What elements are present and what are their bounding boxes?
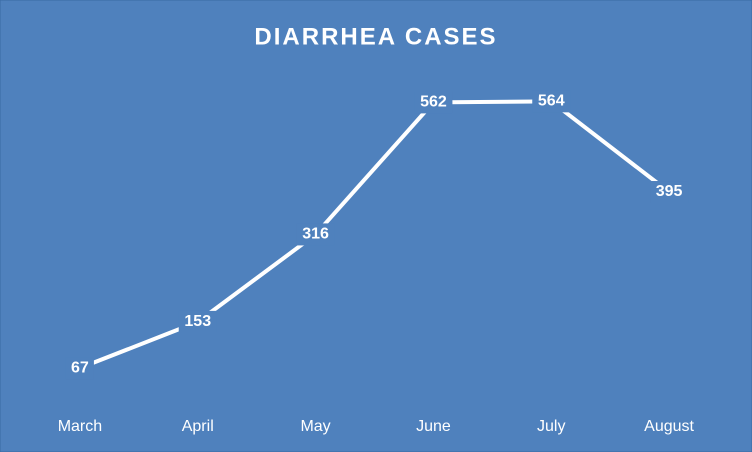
data-label: 316 — [302, 226, 329, 243]
data-label-background — [296, 223, 335, 246]
data-label-background — [414, 91, 453, 114]
data-label-background — [650, 181, 689, 204]
x-tick-label: August — [644, 418, 694, 435]
x-tick-label: May — [300, 418, 330, 435]
data-label: 153 — [184, 313, 211, 330]
data-label: 67 — [71, 359, 89, 376]
data-label-background — [178, 310, 217, 333]
data-label: 562 — [420, 94, 447, 111]
data-label-background — [532, 90, 571, 113]
x-tick-label: June — [416, 418, 451, 435]
data-label: 395 — [656, 183, 683, 200]
data-label-background — [65, 357, 94, 380]
x-tick-label: July — [537, 418, 565, 435]
data-line — [79, 99, 671, 370]
x-tick-label: April — [182, 418, 214, 435]
data-label: 564 — [538, 93, 565, 110]
chart-title: DIARRHEA CASES — [254, 23, 497, 50]
x-tick-label: March — [58, 418, 102, 435]
